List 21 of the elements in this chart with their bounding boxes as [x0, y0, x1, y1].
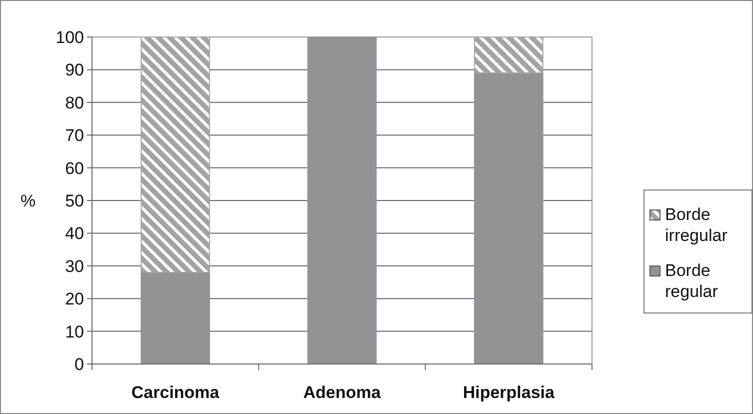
legend-label: Borde regular	[665, 261, 718, 301]
bar	[140, 272, 210, 364]
y-tick-label: 30	[65, 256, 84, 276]
y-tick-label: 60	[65, 158, 84, 178]
y-tick-label: 100	[56, 28, 84, 47]
y-tick-label: 70	[65, 126, 84, 146]
y-tick-label: 10	[65, 322, 84, 342]
x-tick-label: Hiperplasia	[462, 383, 556, 402]
y-tick-label: 90	[65, 60, 84, 80]
x-tick-label: Carcinoma	[131, 383, 220, 402]
y-tick-label: 20	[65, 290, 84, 309]
y-tick-label: 50	[65, 191, 84, 210]
y-tick-label: 40	[65, 224, 84, 244]
y-tick-label: 0	[74, 354, 84, 374]
bar	[140, 36, 210, 273]
legend-label: Borde irregular	[665, 205, 728, 245]
bar	[474, 72, 544, 364]
x-tick-label: Adenoma	[303, 383, 382, 402]
y-axis-title: %	[20, 191, 36, 210]
y-tick-label: 80	[65, 93, 84, 112]
bar	[474, 36, 544, 74]
